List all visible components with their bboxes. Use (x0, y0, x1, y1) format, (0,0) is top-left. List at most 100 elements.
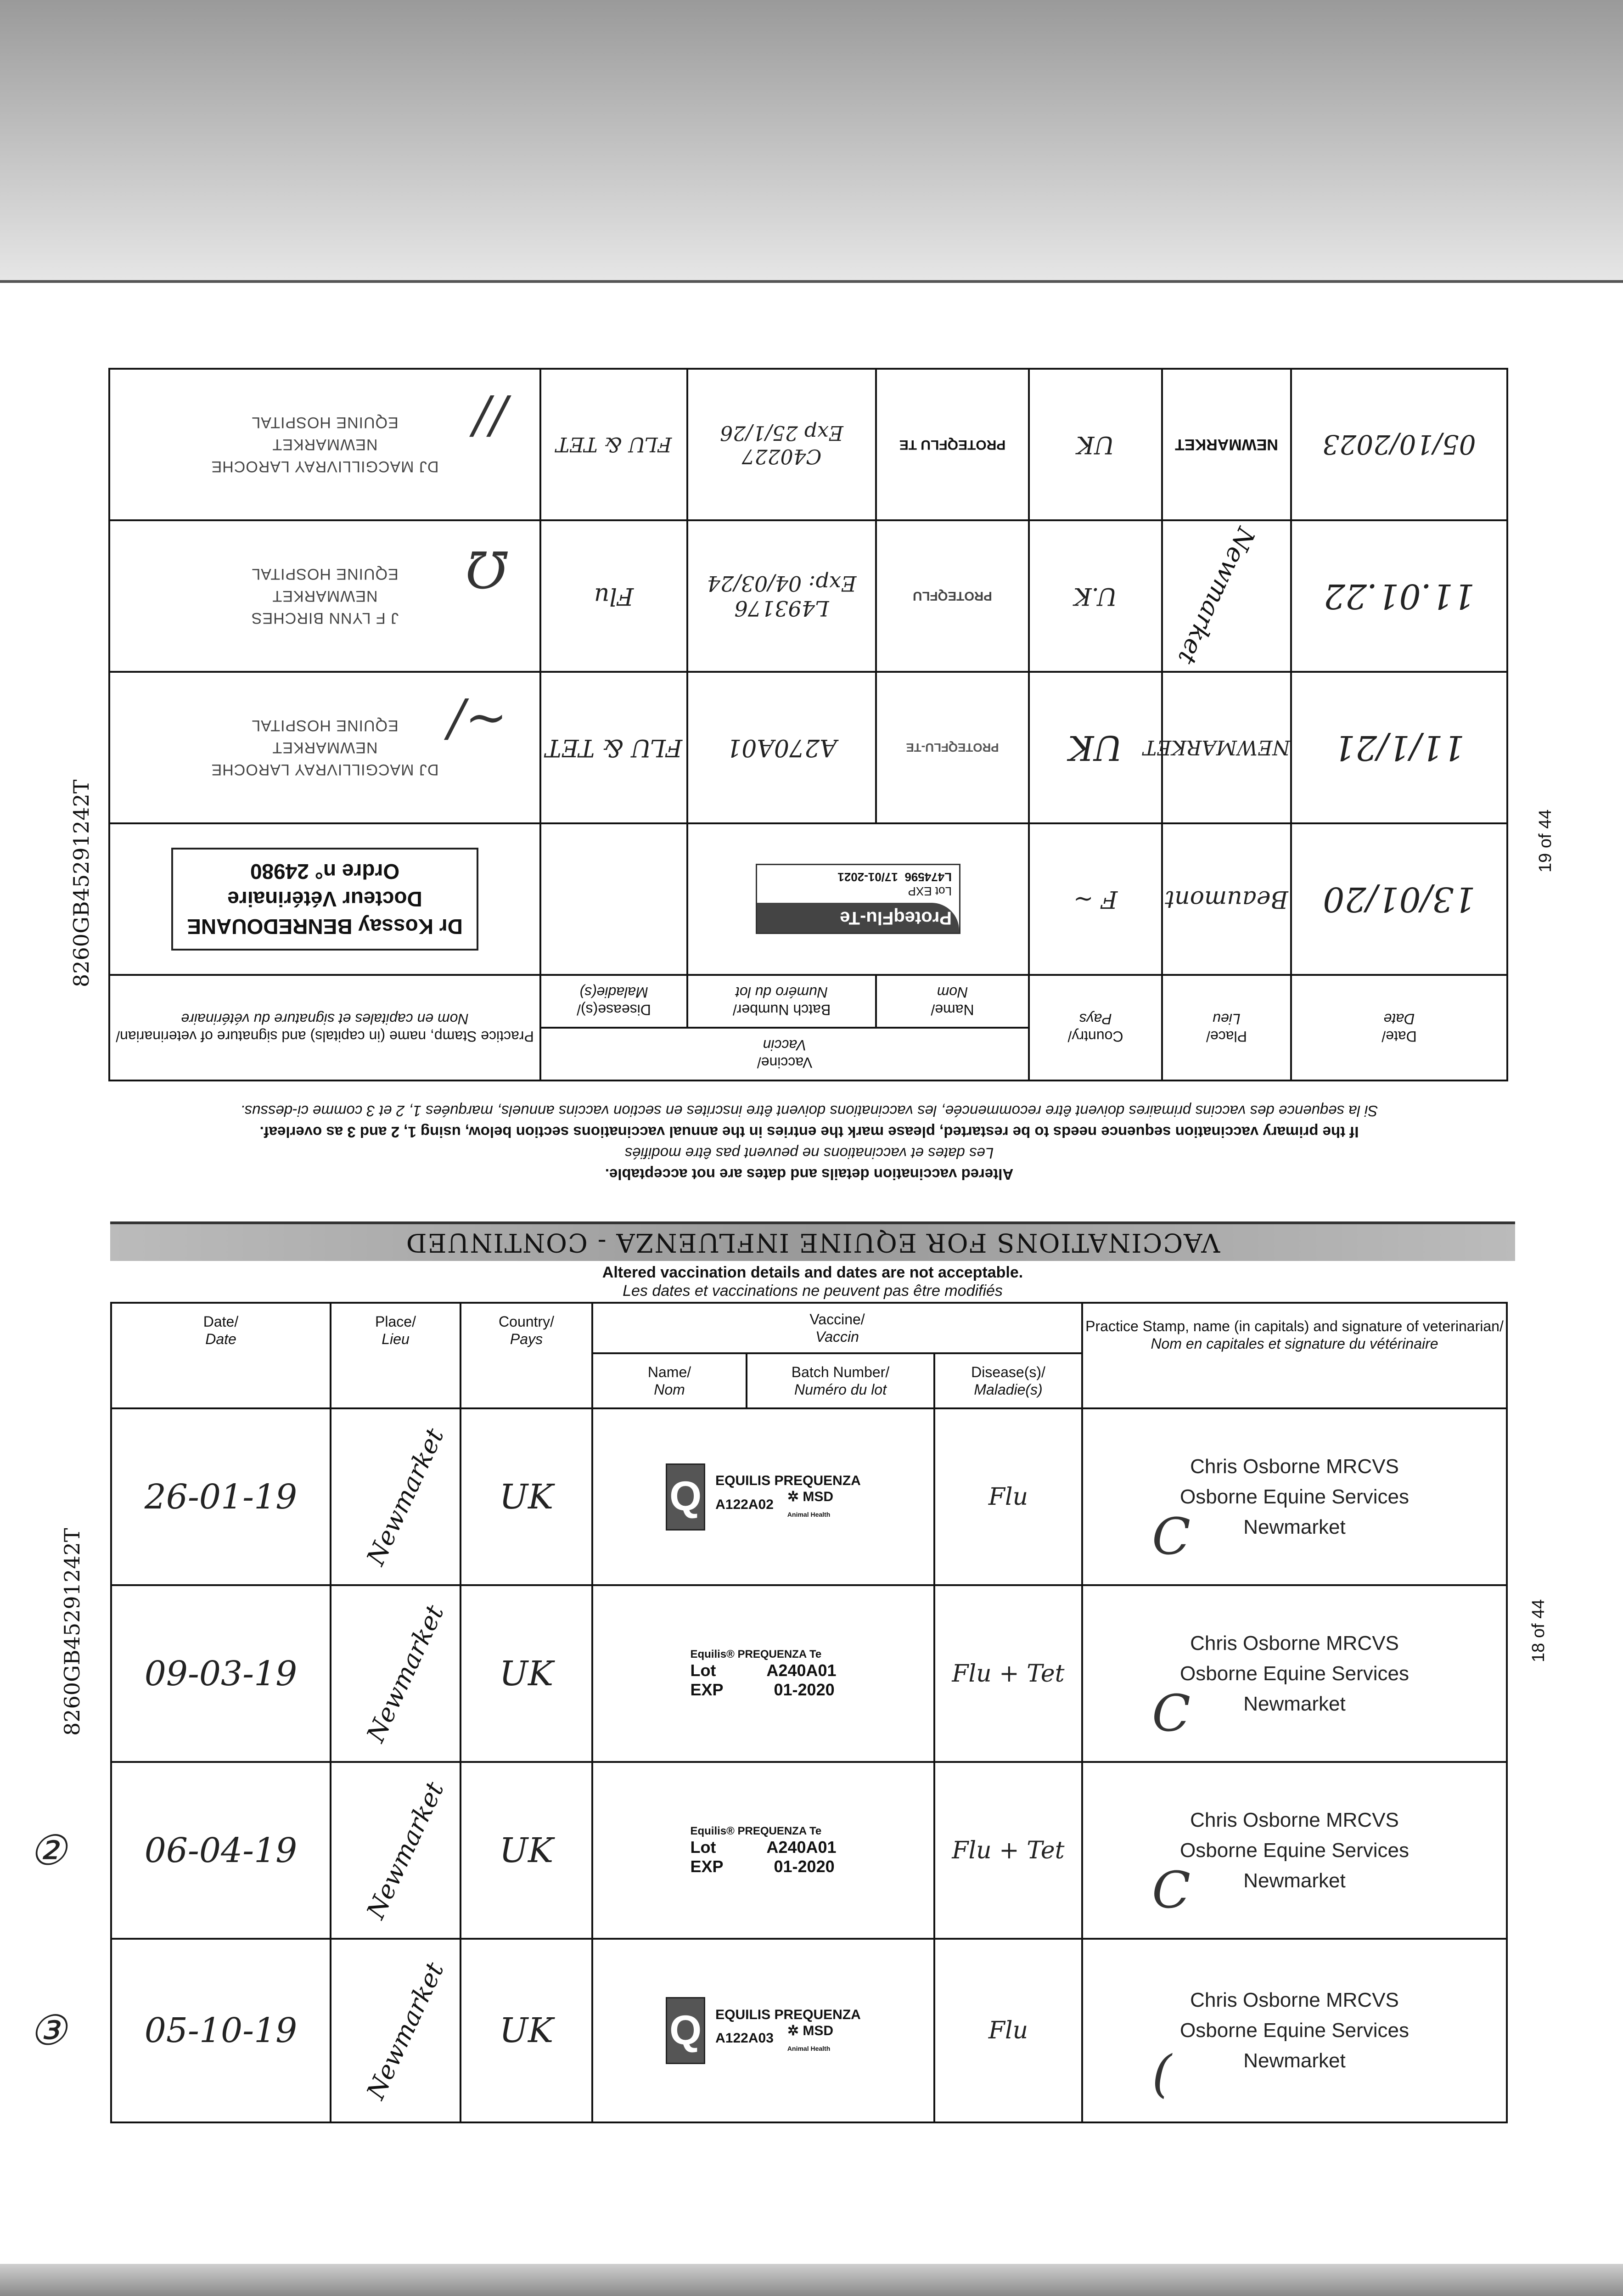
sequence-marker: ② (29, 1826, 67, 1874)
disease-cell: Flu + Tet (933, 1761, 1083, 1940)
scan-shadow-bottom (0, 2264, 1623, 2296)
q-logo-icon: Q (666, 1997, 706, 2064)
upside-down-page-19: Altered vaccination details and dates ar… (108, 360, 1508, 1187)
instructions: Altered vaccination details and dates ar… (110, 1100, 1508, 1185)
sequence-marker: ③ (29, 2006, 67, 2055)
notice-en: Altered vaccination details and dates ar… (602, 1264, 1023, 1281)
place-cell: Newmarket (330, 1584, 461, 1763)
table-row: 11/1/21 NEWMARKET UK PROTEQFLU-TE A270A0… (109, 672, 1507, 823)
header-place: Place/Lieu (1162, 975, 1291, 1080)
country-cell: UK (460, 1584, 593, 1763)
vaccine-label: Q EQUILIS PREQUENZA A122A02 ✲ MSD Animal H… (666, 1463, 861, 1531)
restart-notice-en: If the primary vaccination sequence need… (259, 1124, 1359, 1141)
practice-stamp-cell: Dr Kossay BENREDOUANE Docteur Vétérinaire… (109, 823, 540, 975)
vaccine-label-cell: Equilis® PREQUENZA Te Lot A240A01 EXP 01-2… (591, 1761, 935, 1940)
header-practice: Practice Stamp, name (in capitals) and s… (1081, 1302, 1508, 1409)
signature: ( (1152, 2044, 1172, 2103)
date-cell: 05/10/2023 (1291, 369, 1507, 520)
signature: Ω (465, 540, 507, 598)
date-cell: 13/01/20 (1291, 823, 1507, 975)
notice-fr: Les dates et vaccinations ne peuvent pas… (624, 1145, 994, 1162)
practice-stamp-cell: J F LYNN BIRCHES NEWMARKET EQUINE HOSPITAL… (109, 520, 540, 672)
msd-logo-icon: ✲ (787, 1489, 799, 1504)
notice-en: Altered vaccination details and dates ar… (605, 1166, 1014, 1183)
vaccination-table-page-19: Date/Date Place/Lieu Country/Pays Vaccin… (108, 368, 1508, 1081)
table-row: 09-03-19 Newmarket UK Equilis® PREQUENZA… (110, 1584, 1508, 1763)
country-cell: UK (1029, 369, 1162, 520)
header-batch: Batch Number/Numéro du lot (687, 975, 876, 1028)
country-cell: UK (460, 1938, 593, 2123)
place-cell: Newmarket (1162, 520, 1291, 672)
header-vaccine: Vaccine/Vaccin (591, 1302, 1083, 1354)
vaccine-label: Q EQUILIS PREQUENZA A122A03 ✲ MSD Animal H… (666, 1997, 861, 2064)
batch-number: A122A03 (715, 2031, 774, 2046)
country-cell: UK (460, 1761, 593, 1940)
table-row: 13/01/20 Beaumont F ~ ProteqFlu-Te Lot E… (109, 823, 1507, 975)
page-number-upper: 19 of 44 (1536, 809, 1555, 872)
disease-cell (540, 823, 687, 975)
passport-id-lower: 8260GB45291242T (60, 1528, 84, 1736)
header-name: Name/Nom (591, 1352, 747, 1409)
disease-cell: Flu (540, 520, 687, 672)
msd-logo-icon: ✲ (787, 2023, 799, 2038)
date-cell: 11.01.22 (1291, 520, 1507, 672)
date-cell: 26-01-19 (110, 1407, 331, 1586)
section-banner: VACCINATIONS FOR EQUINE INFLUENZA - CONT… (110, 1221, 1515, 1261)
batch-number: A240A01 (766, 1837, 837, 1857)
scan-shadow-top (0, 0, 1623, 283)
header-place: Place/Lieu (330, 1302, 461, 1409)
practice-stamp-cell: Chris Osborne MRCVS Osborne Equine Servic… (1081, 1938, 1508, 2123)
date-cell: 09-03-19 (110, 1584, 331, 1763)
table-row: ③ 05-10-19 Newmarket UK Q EQUILIS PREQUEN… (29, 1938, 1508, 2123)
practice-stamp-cell: Chris Osborne MRCVS Osborne Equine Servic… (1081, 1584, 1508, 1763)
header-disease: Disease(s)/Maladie(s) (540, 975, 687, 1028)
expiry: 01-2020 (774, 1680, 835, 1699)
expiry: 01-2020 (774, 1857, 835, 1876)
vaccine-name: EQUILIS PREQUENZA (715, 1473, 861, 1488)
practice-stamp-cell: DJ MACGILLIVRAY LAROCHE NEWMARKET EQUINE H… (109, 672, 540, 823)
country-cell: F ~ (1029, 823, 1162, 975)
table-row: 05/10/2023 NEWMARKET UK PROTEQFLU TE C40… (109, 369, 1507, 520)
header-country: Country/Pays (1029, 975, 1162, 1080)
notice-fr: Les dates et vaccinations ne peuvent pas… (623, 1282, 1003, 1300)
place-cell: Newmarket (330, 1938, 461, 2123)
signature: C (1152, 1507, 1191, 1566)
vet-stamp: Dr Kossay BENREDOUANE Docteur Vétérinaire… (171, 848, 478, 951)
date-cell: 11/1/21 (1291, 672, 1507, 823)
header-disease: Disease(s)/Maladie(s) (933, 1352, 1083, 1409)
vaccination-table-page-18: Date/Date Place/Lieu Country/Pays Vaccin… (29, 1302, 1508, 2123)
disease-cell: FLU & TET (540, 369, 687, 520)
disease-cell: FLU & TET (540, 672, 687, 823)
practice-stamp-cell: Chris Osborne MRCVS Osborne Equine Servic… (1081, 1407, 1508, 1586)
expiry: 17/01-2021 (837, 870, 898, 884)
place-cell: Newmarket (330, 1761, 461, 1940)
table-row: 11.01.22 Newmarket U.K PROTEQFLU L493176… (109, 520, 1507, 672)
vaccine-label-cell: Q EQUILIS PREQUENZA A122A03 ✲ MSD Animal H… (591, 1938, 935, 2123)
batch-number: A122A02 (715, 1497, 774, 1512)
place-cell: NEWMARKET (1162, 369, 1291, 520)
date-cell: ② 06-04-19 (29, 1761, 331, 1940)
country-cell: UK (1029, 672, 1162, 823)
lot-number: L474596 (904, 870, 952, 884)
vaccine-label-cell: Equilis® PREQUENZA Te Lot A240A01 EXP 01-2… (591, 1584, 935, 1763)
country-cell: UK (460, 1407, 593, 1586)
batch-cell: A270A01 (687, 672, 876, 823)
vaccine-label: Equilis® PREQUENZA Te Lot A240A01 EXP 01-2… (690, 1648, 837, 1699)
signature: C (1152, 1684, 1191, 1743)
vaccine-name-cell: PROTEQFLU TE (876, 369, 1029, 520)
vaccine-name-cell: PROTEQFLU (876, 520, 1029, 672)
sticker-brand: ProteqFlu-Te (757, 903, 959, 933)
header-date: Date/Date (110, 1302, 331, 1409)
place-cell: Beaumont (1162, 823, 1291, 975)
practice-stamp-cell: Chris Osborne MRCVS Osborne Equine Servic… (1081, 1761, 1508, 1940)
vaccine-label: Equilis® PREQUENZA Te Lot A240A01 EXP 01-2… (690, 1824, 837, 1876)
batch-number: A240A01 (766, 1660, 837, 1680)
header-batch: Batch Number/Numéro du lot (746, 1352, 935, 1409)
table-row: 26-01-19 Newmarket UK Q EQUILIS PREQUENZ… (110, 1407, 1508, 1586)
signature: // (473, 388, 507, 447)
restart-notice-fr: Si la sequence des vaccins primaires doi… (240, 1103, 1378, 1120)
page-number-lower: 18 of 44 (1529, 1599, 1548, 1662)
signature: C (1152, 1861, 1191, 1919)
vaccine-name: EQUILIS PREQUENZA (715, 2007, 861, 2022)
table-row: ② 06-04-19 Newmarket UK Equilis® PREQUENZ… (29, 1761, 1508, 1940)
